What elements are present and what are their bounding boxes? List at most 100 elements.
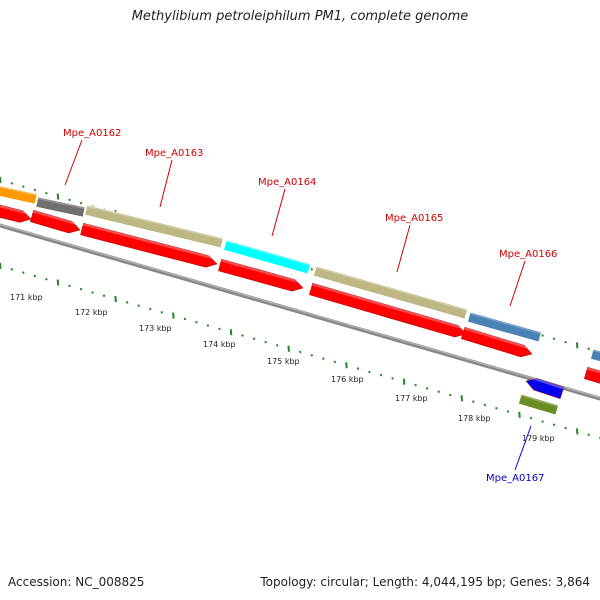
major-tick	[114, 295, 117, 303]
minor-tick	[356, 367, 360, 370]
accession-label: Accession: NC_008825	[8, 575, 145, 589]
minor-tick	[22, 185, 25, 188]
gene-label-mpe-a0165[interactable]: Mpe_A0165	[385, 213, 443, 273]
kbp-label: 177 kbp	[395, 394, 428, 403]
minor-tick	[391, 377, 394, 380]
major-tick	[229, 329, 233, 336]
minor-tick	[541, 420, 544, 423]
kbp-label: 173 kbp	[139, 324, 172, 333]
feature-bar-preceding	[0, 184, 38, 205]
major-tick	[460, 395, 464, 402]
feature-bar-mpe-a0167	[518, 393, 559, 416]
minor-tick	[437, 390, 440, 393]
leader-line	[509, 260, 526, 307]
minor-tick	[333, 360, 337, 364]
gene-name[interactable]: Mpe_A0166	[499, 249, 557, 260]
feature-bar-following	[590, 348, 600, 365]
minor-tick	[275, 344, 279, 347]
minor-tick	[310, 354, 314, 357]
minor-tick	[506, 410, 510, 413]
leader-line	[271, 188, 286, 237]
minor-tick	[45, 277, 48, 281]
feature-bar-mpe-a0165	[313, 265, 468, 320]
kbp-label: 172 kbp	[75, 308, 108, 317]
minor-tick	[564, 340, 567, 344]
major-tick	[0, 176, 2, 184]
cds-arrow-mpe-a0164	[218, 258, 304, 292]
cds-arrow-mpe-a0167	[525, 378, 565, 400]
minor-tick	[299, 350, 302, 354]
minor-tick	[10, 268, 14, 271]
minor-tick	[552, 337, 556, 341]
backbone-highlight	[0, 223, 600, 399]
minor-tick	[206, 324, 210, 327]
cds-arrow-mpe-a0162	[30, 209, 81, 234]
feature-bar-mpe-a0163	[84, 204, 224, 249]
gene-label-mpe-a0167[interactable]: Mpe_A0167	[486, 425, 544, 484]
minor-tick	[33, 274, 37, 278]
major-tick	[172, 312, 175, 319]
kbp-labels: 171 kbp 172 kbp 173 kbp 174 kbp 175 kbp 176 k…	[10, 293, 555, 443]
minor-tick	[241, 334, 244, 337]
minor-tick	[195, 320, 198, 324]
cds-arrow-preceding	[0, 203, 32, 223]
minor-tick	[368, 370, 371, 374]
major-tick	[575, 428, 579, 435]
topology-label: Topology: circular; Length: 4,044,195 bp…	[260, 575, 590, 589]
leader-line	[514, 425, 532, 471]
kbp-label: 175 kbp	[267, 357, 300, 366]
minor-tick	[79, 287, 83, 291]
minor-tick	[183, 317, 187, 321]
minor-tick	[22, 271, 25, 274]
kbp-label: 178 kbp	[458, 414, 491, 423]
minor-tick	[587, 347, 590, 350]
minor-tick	[529, 416, 533, 420]
major-tick	[345, 362, 348, 369]
minor-tick	[414, 383, 417, 387]
minor-tick	[252, 337, 256, 341]
minor-tick	[322, 357, 325, 360]
cds-arrow-mpe-a0163	[80, 222, 218, 268]
gene-name[interactable]: Mpe_A0165	[385, 213, 443, 224]
gene-label-mpe-a0163[interactable]: Mpe_A0163	[145, 148, 203, 208]
minor-tick	[587, 433, 590, 436]
kbp-label: 176 kbp	[331, 375, 364, 384]
gene-name[interactable]: Mpe_A0163	[145, 148, 203, 159]
minor-tick	[218, 327, 221, 331]
gene-label-mpe-a0162[interactable]: Mpe_A0162	[63, 128, 121, 186]
minor-tick	[79, 201, 83, 205]
minor-tick	[149, 307, 152, 311]
major-tick	[56, 193, 60, 200]
minor-tick	[10, 182, 14, 185]
major-tick	[287, 345, 290, 352]
kbp-label: 174 kbp	[203, 340, 236, 349]
minor-tick	[160, 311, 164, 314]
leader-line	[64, 139, 83, 186]
major-tick	[518, 411, 521, 418]
kbp-label: 171 kbp	[10, 293, 43, 302]
minor-tick	[91, 291, 94, 294]
major-tick	[575, 342, 579, 349]
minor-tick	[33, 188, 37, 192]
minor-tick	[45, 191, 48, 195]
gene-label-mpe-a0164[interactable]: Mpe_A0164	[258, 177, 316, 237]
feature-bar-mpe-a0162	[35, 196, 86, 218]
backbone	[0, 223, 600, 401]
gene-labels: Mpe_A0162 Mpe_A0163 Mpe_A0164 Mpe_A0165 Mpe_…	[63, 128, 557, 484]
minor-tick	[137, 304, 140, 307]
feature-bar-mpe-a0164	[223, 239, 311, 275]
gene-name[interactable]: Mpe_A0167	[486, 473, 544, 484]
backbone-line	[0, 223, 600, 401]
minor-tick	[68, 198, 71, 202]
gene-name[interactable]: Mpe_A0162	[63, 128, 121, 139]
major-tick	[402, 378, 406, 385]
minor-tick	[310, 268, 314, 271]
cds-track	[0, 203, 600, 400]
minor-tick	[449, 393, 452, 397]
minor-tick	[102, 294, 106, 298]
gene-name[interactable]: Mpe_A0164	[258, 177, 316, 188]
cds-arrow-following	[584, 366, 600, 384]
gene-label-mpe-a0166[interactable]: Mpe_A0166	[499, 249, 557, 307]
cds-arrow-mpe-a0165	[309, 282, 467, 338]
